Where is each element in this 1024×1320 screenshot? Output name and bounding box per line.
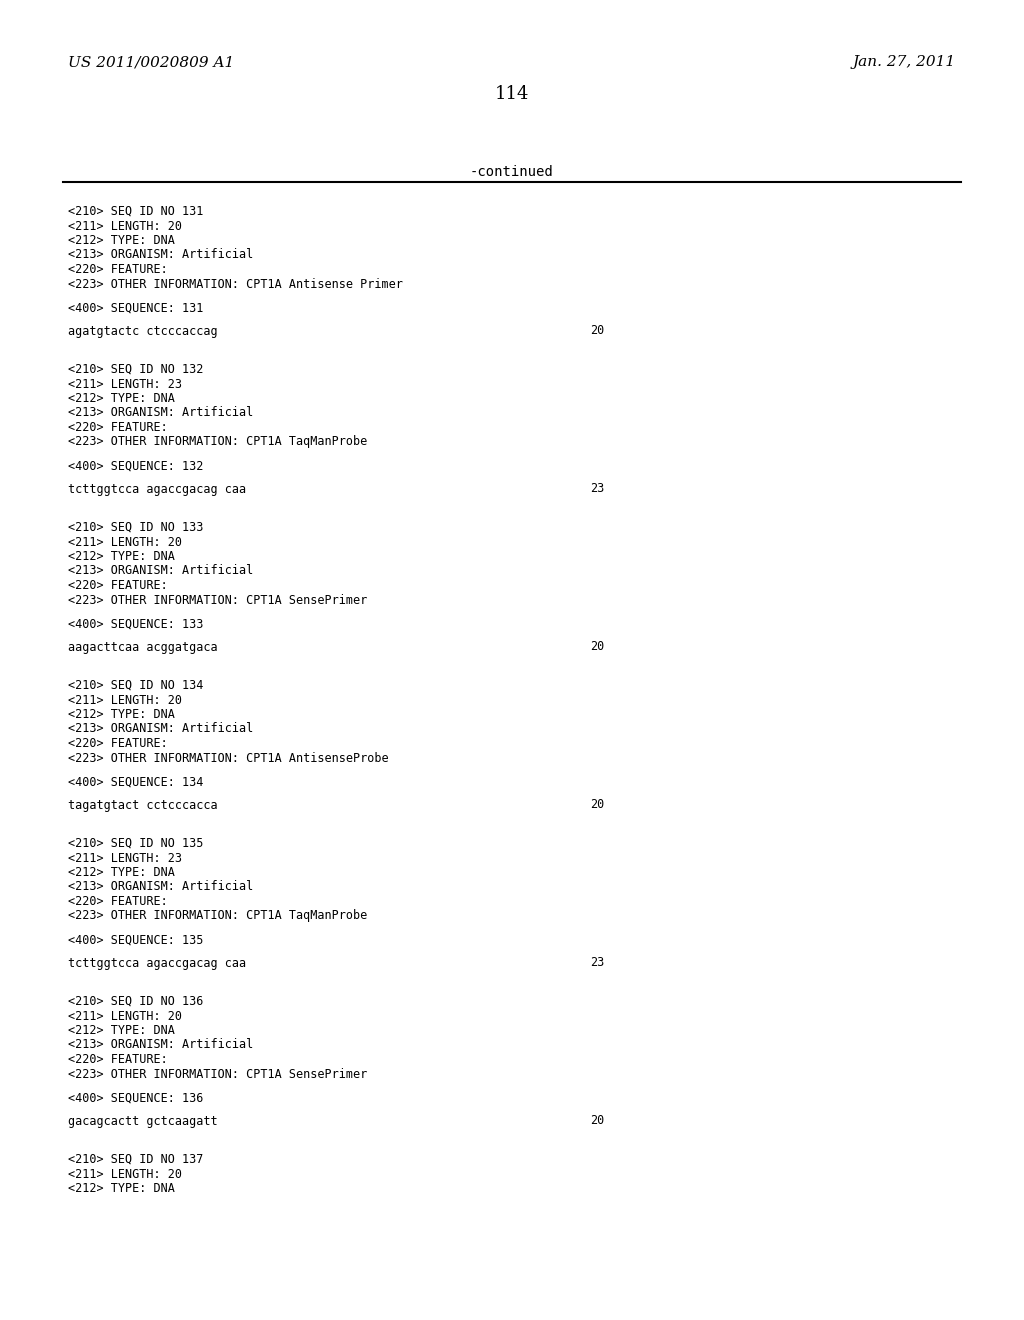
Text: <210> SEQ ID NO 135: <210> SEQ ID NO 135 bbox=[68, 837, 204, 850]
Text: <210> SEQ ID NO 133: <210> SEQ ID NO 133 bbox=[68, 521, 204, 535]
Text: <211> LENGTH: 20: <211> LENGTH: 20 bbox=[68, 693, 182, 706]
Text: <210> SEQ ID NO 137: <210> SEQ ID NO 137 bbox=[68, 1152, 204, 1166]
Text: aagacttcaa acggatgaca: aagacttcaa acggatgaca bbox=[68, 640, 218, 653]
Text: <400> SEQUENCE: 136: <400> SEQUENCE: 136 bbox=[68, 1092, 204, 1105]
Text: <220> FEATURE:: <220> FEATURE: bbox=[68, 1053, 168, 1067]
Text: <223> OTHER INFORMATION: CPT1A SensePrimer: <223> OTHER INFORMATION: CPT1A SensePrim… bbox=[68, 594, 368, 606]
Text: <212> TYPE: DNA: <212> TYPE: DNA bbox=[68, 1181, 175, 1195]
Text: <223> OTHER INFORMATION: CPT1A AntisenseProbe: <223> OTHER INFORMATION: CPT1A Antisense… bbox=[68, 751, 389, 764]
Text: 23: 23 bbox=[590, 957, 604, 969]
Text: <213> ORGANISM: Artificial: <213> ORGANISM: Artificial bbox=[68, 722, 253, 735]
Text: <400> SEQUENCE: 134: <400> SEQUENCE: 134 bbox=[68, 776, 204, 789]
Text: <213> ORGANISM: Artificial: <213> ORGANISM: Artificial bbox=[68, 880, 253, 894]
Text: <220> FEATURE:: <220> FEATURE: bbox=[68, 737, 168, 750]
Text: 23: 23 bbox=[590, 483, 604, 495]
Text: <212> TYPE: DNA: <212> TYPE: DNA bbox=[68, 392, 175, 405]
Text: <220> FEATURE:: <220> FEATURE: bbox=[68, 421, 168, 434]
Text: <210> SEQ ID NO 131: <210> SEQ ID NO 131 bbox=[68, 205, 204, 218]
Text: <213> ORGANISM: Artificial: <213> ORGANISM: Artificial bbox=[68, 248, 253, 261]
Text: <211> LENGTH: 23: <211> LENGTH: 23 bbox=[68, 378, 182, 391]
Text: <212> TYPE: DNA: <212> TYPE: DNA bbox=[68, 550, 175, 564]
Text: <223> OTHER INFORMATION: CPT1A Antisense Primer: <223> OTHER INFORMATION: CPT1A Antisense… bbox=[68, 277, 402, 290]
Text: <400> SEQUENCE: 135: <400> SEQUENCE: 135 bbox=[68, 935, 204, 946]
Text: <223> OTHER INFORMATION: CPT1A TaqManProbe: <223> OTHER INFORMATION: CPT1A TaqManPro… bbox=[68, 909, 368, 923]
Text: Jan. 27, 2011: Jan. 27, 2011 bbox=[853, 55, 956, 69]
Text: <213> ORGANISM: Artificial: <213> ORGANISM: Artificial bbox=[68, 1039, 253, 1052]
Text: <220> FEATURE:: <220> FEATURE: bbox=[68, 579, 168, 591]
Text: tagatgtact cctcccacca: tagatgtact cctcccacca bbox=[68, 799, 218, 812]
Text: <220> FEATURE:: <220> FEATURE: bbox=[68, 895, 168, 908]
Text: tcttggtcca agaccgacag caa: tcttggtcca agaccgacag caa bbox=[68, 483, 246, 495]
Text: tcttggtcca agaccgacag caa: tcttggtcca agaccgacag caa bbox=[68, 957, 246, 969]
Text: gacagcactt gctcaagatt: gacagcactt gctcaagatt bbox=[68, 1114, 218, 1127]
Text: <211> LENGTH: 20: <211> LENGTH: 20 bbox=[68, 536, 182, 549]
Text: <210> SEQ ID NO 132: <210> SEQ ID NO 132 bbox=[68, 363, 204, 376]
Text: <211> LENGTH: 20: <211> LENGTH: 20 bbox=[68, 219, 182, 232]
Text: <212> TYPE: DNA: <212> TYPE: DNA bbox=[68, 866, 175, 879]
Text: 114: 114 bbox=[495, 84, 529, 103]
Text: <400> SEQUENCE: 132: <400> SEQUENCE: 132 bbox=[68, 459, 204, 473]
Text: <400> SEQUENCE: 133: <400> SEQUENCE: 133 bbox=[68, 618, 204, 631]
Text: <213> ORGANISM: Artificial: <213> ORGANISM: Artificial bbox=[68, 407, 253, 420]
Text: 20: 20 bbox=[590, 1114, 604, 1127]
Text: 20: 20 bbox=[590, 799, 604, 812]
Text: <210> SEQ ID NO 134: <210> SEQ ID NO 134 bbox=[68, 678, 204, 692]
Text: <212> TYPE: DNA: <212> TYPE: DNA bbox=[68, 708, 175, 721]
Text: <213> ORGANISM: Artificial: <213> ORGANISM: Artificial bbox=[68, 565, 253, 578]
Text: <211> LENGTH: 20: <211> LENGTH: 20 bbox=[68, 1010, 182, 1023]
Text: agatgtactc ctcccaccag: agatgtactc ctcccaccag bbox=[68, 325, 218, 338]
Text: <220> FEATURE:: <220> FEATURE: bbox=[68, 263, 168, 276]
Text: <211> LENGTH: 20: <211> LENGTH: 20 bbox=[68, 1167, 182, 1180]
Text: 20: 20 bbox=[590, 325, 604, 338]
Text: 20: 20 bbox=[590, 640, 604, 653]
Text: <210> SEQ ID NO 136: <210> SEQ ID NO 136 bbox=[68, 995, 204, 1008]
Text: <400> SEQUENCE: 131: <400> SEQUENCE: 131 bbox=[68, 302, 204, 315]
Text: US 2011/0020809 A1: US 2011/0020809 A1 bbox=[68, 55, 234, 69]
Text: -continued: -continued bbox=[470, 165, 554, 180]
Text: <223> OTHER INFORMATION: CPT1A SensePrimer: <223> OTHER INFORMATION: CPT1A SensePrim… bbox=[68, 1068, 368, 1081]
Text: <212> TYPE: DNA: <212> TYPE: DNA bbox=[68, 234, 175, 247]
Text: <223> OTHER INFORMATION: CPT1A TaqManProbe: <223> OTHER INFORMATION: CPT1A TaqManPro… bbox=[68, 436, 368, 449]
Text: <212> TYPE: DNA: <212> TYPE: DNA bbox=[68, 1024, 175, 1038]
Text: <211> LENGTH: 23: <211> LENGTH: 23 bbox=[68, 851, 182, 865]
